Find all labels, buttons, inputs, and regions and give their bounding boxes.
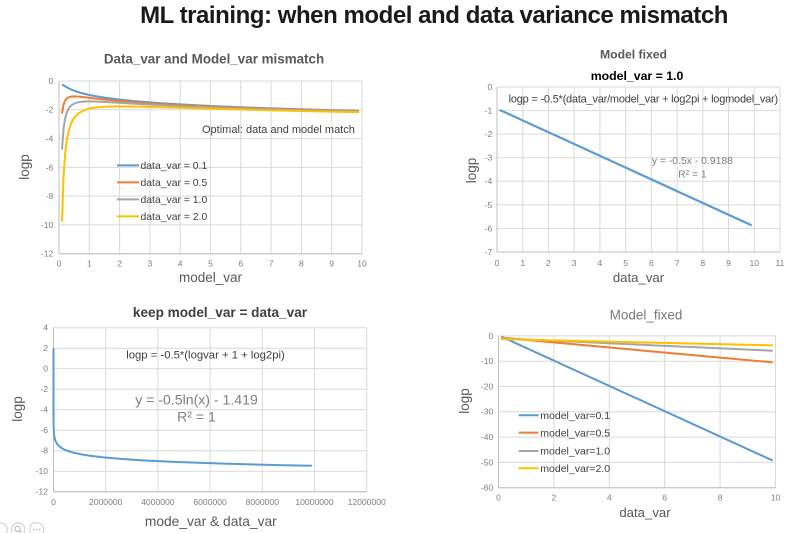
svg-text:y = -0.5ln(x) - 1.419: y = -0.5ln(x) - 1.419	[135, 392, 258, 408]
svg-text:6: 6	[649, 258, 654, 268]
svg-text:10: 10	[357, 259, 367, 269]
svg-text:5: 5	[623, 258, 628, 268]
svg-text:-10: -10	[481, 356, 494, 366]
svg-text:4: 4	[178, 259, 183, 269]
svg-text:-6: -6	[485, 223, 493, 233]
svg-text:model_var=0.5: model_var=0.5	[540, 427, 610, 439]
svg-text:2: 2	[117, 259, 122, 269]
svg-text:0: 0	[43, 364, 48, 374]
svg-text:6: 6	[238, 259, 243, 269]
svg-text:-30: -30	[481, 407, 494, 417]
svg-text:data_var = 0.1: data_var = 0.1	[141, 161, 208, 172]
svg-text:-12: -12	[36, 487, 49, 497]
svg-text:-1: -1	[485, 105, 493, 115]
svg-text:logp: logp	[17, 154, 32, 180]
svg-text:R² = 1: R² = 1	[177, 408, 216, 424]
svg-text:1: 1	[520, 258, 525, 268]
svg-text:2: 2	[552, 492, 557, 502]
svg-text:data_var = 2.0: data_var = 2.0	[141, 212, 208, 223]
svg-text:3: 3	[572, 258, 577, 268]
svg-text:-2: -2	[46, 105, 54, 115]
svg-text:4: 4	[598, 258, 603, 268]
svg-text:-50: -50	[481, 457, 494, 467]
svg-text:0: 0	[489, 331, 494, 341]
svg-text:11: 11	[776, 258, 785, 268]
svg-text:4000000: 4000000	[141, 497, 175, 507]
svg-text:2000000: 2000000	[89, 497, 123, 507]
svg-text:0: 0	[495, 258, 500, 268]
svg-text:-4: -4	[40, 405, 48, 415]
svg-text:8000000: 8000000	[246, 497, 280, 507]
svg-text:Model_fixed: Model_fixed	[610, 307, 683, 322]
svg-text:logp: logp	[10, 396, 25, 422]
svg-text:-12: -12	[41, 249, 54, 259]
svg-text:model_var=0.1: model_var=0.1	[540, 410, 610, 422]
svg-text:6000000: 6000000	[193, 497, 227, 507]
svg-text:R² = 1: R² = 1	[678, 169, 707, 180]
svg-text:Model fixed: Model fixed	[600, 48, 667, 62]
svg-text:0: 0	[49, 76, 54, 86]
svg-text:8: 8	[718, 492, 723, 502]
svg-text:data_var: data_var	[619, 505, 671, 520]
svg-text:-10: -10	[36, 466, 49, 476]
svg-text:4: 4	[607, 492, 612, 502]
svg-text:data_var = 1.0: data_var = 1.0	[141, 195, 208, 206]
svg-text:2: 2	[43, 343, 48, 353]
svg-text:-6: -6	[46, 162, 54, 172]
svg-text:-60: -60	[481, 483, 494, 493]
svg-text:-4: -4	[46, 133, 54, 143]
svg-text:model_var = 1.0: model_var = 1.0	[591, 69, 684, 83]
svg-text:logp = -0.5*(logvar + 1 + log2: logp = -0.5*(logvar + 1 + log2pi)	[126, 350, 285, 362]
svg-text:5: 5	[208, 259, 213, 269]
svg-text:9: 9	[726, 258, 731, 268]
svg-text:model_var=1.0: model_var=1.0	[540, 446, 610, 458]
svg-text:10000000: 10000000	[295, 497, 333, 507]
svg-text:0: 0	[488, 82, 493, 92]
svg-text:model_var=2.0: model_var=2.0	[540, 463, 610, 475]
svg-text:keep model_var = data_var: keep model_var = data_var	[133, 305, 308, 320]
svg-text:-8: -8	[46, 191, 54, 201]
svg-text:-2: -2	[40, 384, 48, 394]
svg-text:logp = -0.5*(data_var/model_va: logp = -0.5*(data_var/model_var + log2pi…	[509, 93, 778, 105]
svg-text:-2: -2	[485, 129, 493, 139]
svg-text:Optimal: data and model match: Optimal: data and model match	[202, 124, 355, 136]
svg-text:logp: logp	[457, 388, 472, 414]
svg-text:-7: -7	[485, 247, 493, 257]
svg-text:-3: -3	[485, 153, 493, 163]
svg-text:12000000: 12000000	[348, 497, 386, 507]
svg-text:-40: -40	[481, 432, 494, 442]
svg-text:2: 2	[546, 258, 551, 268]
svg-text:0: 0	[51, 497, 56, 507]
svg-text:0: 0	[57, 259, 62, 269]
svg-text:8: 8	[299, 259, 304, 269]
svg-text:data_var: data_var	[613, 270, 665, 285]
svg-text:model_var: model_var	[179, 270, 243, 285]
svg-text:logp: logp	[464, 158, 479, 184]
svg-text:-8: -8	[40, 446, 48, 456]
svg-text:10: 10	[749, 258, 759, 268]
svg-text:9: 9	[329, 259, 334, 269]
svg-text:0: 0	[496, 492, 501, 502]
svg-text:6: 6	[662, 492, 667, 502]
svg-text:7: 7	[675, 258, 680, 268]
svg-text:data_var = 0.5: data_var = 0.5	[141, 178, 208, 189]
svg-text:10: 10	[771, 492, 781, 502]
svg-text:8: 8	[700, 258, 705, 268]
svg-text:4: 4	[43, 323, 48, 333]
svg-text:3: 3	[148, 259, 153, 269]
svg-text:-4: -4	[485, 176, 493, 186]
svg-text:-20: -20	[481, 381, 494, 391]
svg-text:ML training: when model and da: ML training: when model and data varianc…	[140, 2, 728, 29]
svg-text:-5: -5	[485, 200, 493, 210]
svg-text:7: 7	[269, 259, 274, 269]
svg-text:1: 1	[87, 259, 92, 269]
svg-text:mode_var & data_var: mode_var & data_var	[145, 514, 277, 529]
svg-text:-6: -6	[40, 425, 48, 435]
svg-text:-10: -10	[41, 220, 54, 230]
svg-text:Data_var and Model_var mismatc: Data_var and Model_var mismatch	[104, 52, 324, 67]
svg-text:y = -0.5x - 0.9188: y = -0.5x - 0.9188	[652, 156, 733, 167]
